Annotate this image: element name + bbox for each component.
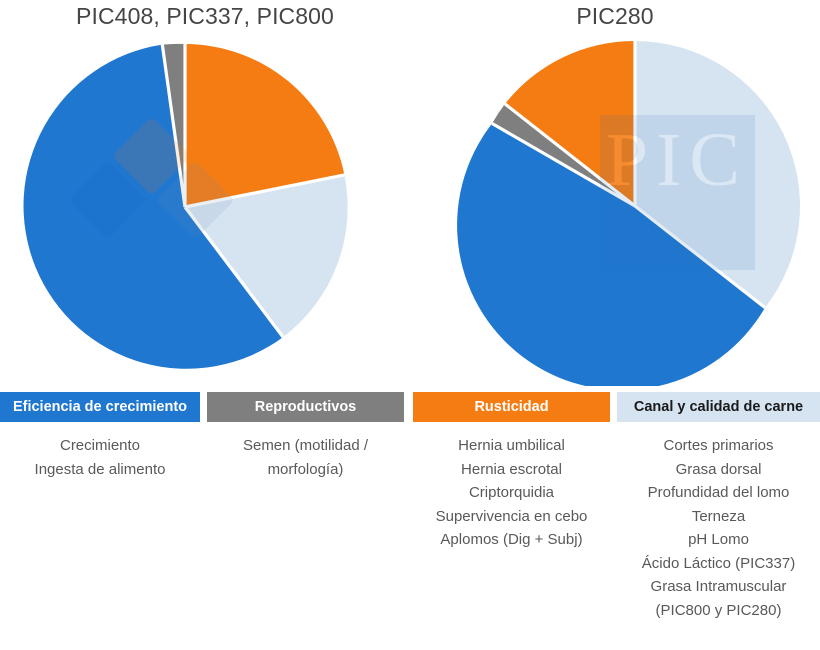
legend-item: Grasa Intramuscular bbox=[650, 578, 787, 595]
legend-item-columns: Crecimiento Ingesta de alimento Semen (m… bbox=[0, 434, 820, 650]
legend-item: Criptorquidia bbox=[468, 484, 555, 501]
legend-item: Cortes primarios bbox=[663, 437, 774, 454]
watermark-333-icon: 3 3 3 bbox=[70, 119, 233, 238]
legend-header-label: Eficiencia de crecimiento bbox=[12, 399, 188, 415]
legend-item: morfología) bbox=[267, 460, 344, 478]
chart-panel-pic408-337-800: PIC408, PIC337, PIC800 bbox=[0, 0, 410, 386]
pie-slice-canal-right bbox=[635, 41, 800, 308]
pie-chart-left: 3 3 3 bbox=[0, 0, 410, 386]
pie-svg-left: 3 3 3 bbox=[23, 43, 348, 369]
legend-item: Hernia umbilical bbox=[458, 437, 565, 454]
legend-item: (PIC800 y PIC280) bbox=[655, 601, 782, 619]
legend-item: Semen (motilidad / bbox=[242, 437, 369, 454]
pie-slice-eficiencia-left bbox=[23, 44, 284, 369]
legend-header-canal-y-calidad-de-carne[interactable]: Canal y calidad de carne bbox=[617, 392, 820, 422]
chart-panel-pic280: PIC280 bbox=[410, 0, 820, 386]
pie-svg-right: PIC bbox=[457, 40, 800, 386]
charts-row: PIC408, PIC337, PIC800 bbox=[0, 0, 820, 386]
legend-item: Crecimiento bbox=[59, 437, 141, 454]
legend-column-eficiencia-de-crecimiento: Crecimiento Ingesta de alimento bbox=[0, 434, 200, 481]
legend-column-rusticidad: Hernia umbilical Hernia escrotal Criptor… bbox=[413, 434, 610, 552]
legend-item: Hernia escrotal bbox=[461, 460, 562, 478]
pie-slice-rusticidad-right bbox=[505, 40, 635, 206]
pie-slice-canal-left bbox=[185, 174, 348, 338]
legend-item: Ácido Láctico (PIC337) bbox=[641, 554, 796, 572]
legend-item: Grasa dorsal bbox=[675, 460, 762, 478]
watermark-pic-icon: PIC bbox=[600, 115, 755, 270]
legend-header-bars: Eficiencia de crecimiento Reproductivos … bbox=[0, 392, 820, 422]
legend-item: pH Lomo bbox=[688, 531, 749, 548]
legend-column-reproductivos: Semen (motilidad / morfología) bbox=[207, 434, 404, 481]
legend-header-label: Canal y calidad de carne bbox=[633, 399, 804, 415]
legend-header-reproductivos[interactable]: Reproductivos bbox=[207, 392, 404, 422]
legend-item: Supervivencia en cebo bbox=[435, 507, 588, 525]
legend-item: Profundidad del lomo bbox=[647, 484, 790, 501]
legend-item: Ingesta de alimento bbox=[34, 460, 166, 478]
legend-item: Aplomos (Dig + Subj) bbox=[440, 531, 583, 548]
svg-text:PIC: PIC bbox=[606, 118, 748, 202]
pie-slice-reproductivos-right bbox=[492, 103, 635, 206]
legend-header-rusticidad[interactable]: Rusticidad bbox=[413, 392, 610, 422]
pie-separators-right bbox=[491, 41, 766, 309]
legend-header-label: Reproductivos bbox=[254, 399, 357, 415]
legend-header-label: Rusticidad bbox=[474, 399, 549, 415]
legend-item: Terneza bbox=[691, 507, 746, 525]
chart-title-right: PIC280 bbox=[576, 3, 654, 29]
pie-slice-eficiencia-right bbox=[457, 123, 765, 386]
legend-header-eficiencia-de-crecimiento[interactable]: Eficiencia de crecimiento bbox=[0, 392, 200, 422]
pie-separators-left bbox=[160, 44, 345, 339]
chart-title-left: PIC408, PIC337, PIC800 bbox=[76, 3, 334, 29]
pie-chart-right: PIC bbox=[410, 0, 820, 386]
legend-column-canal-y-calidad-de-carne: Cortes primarios Grasa dorsal Profundida… bbox=[617, 434, 820, 622]
pie-slice-rusticidad-left bbox=[185, 44, 345, 207]
